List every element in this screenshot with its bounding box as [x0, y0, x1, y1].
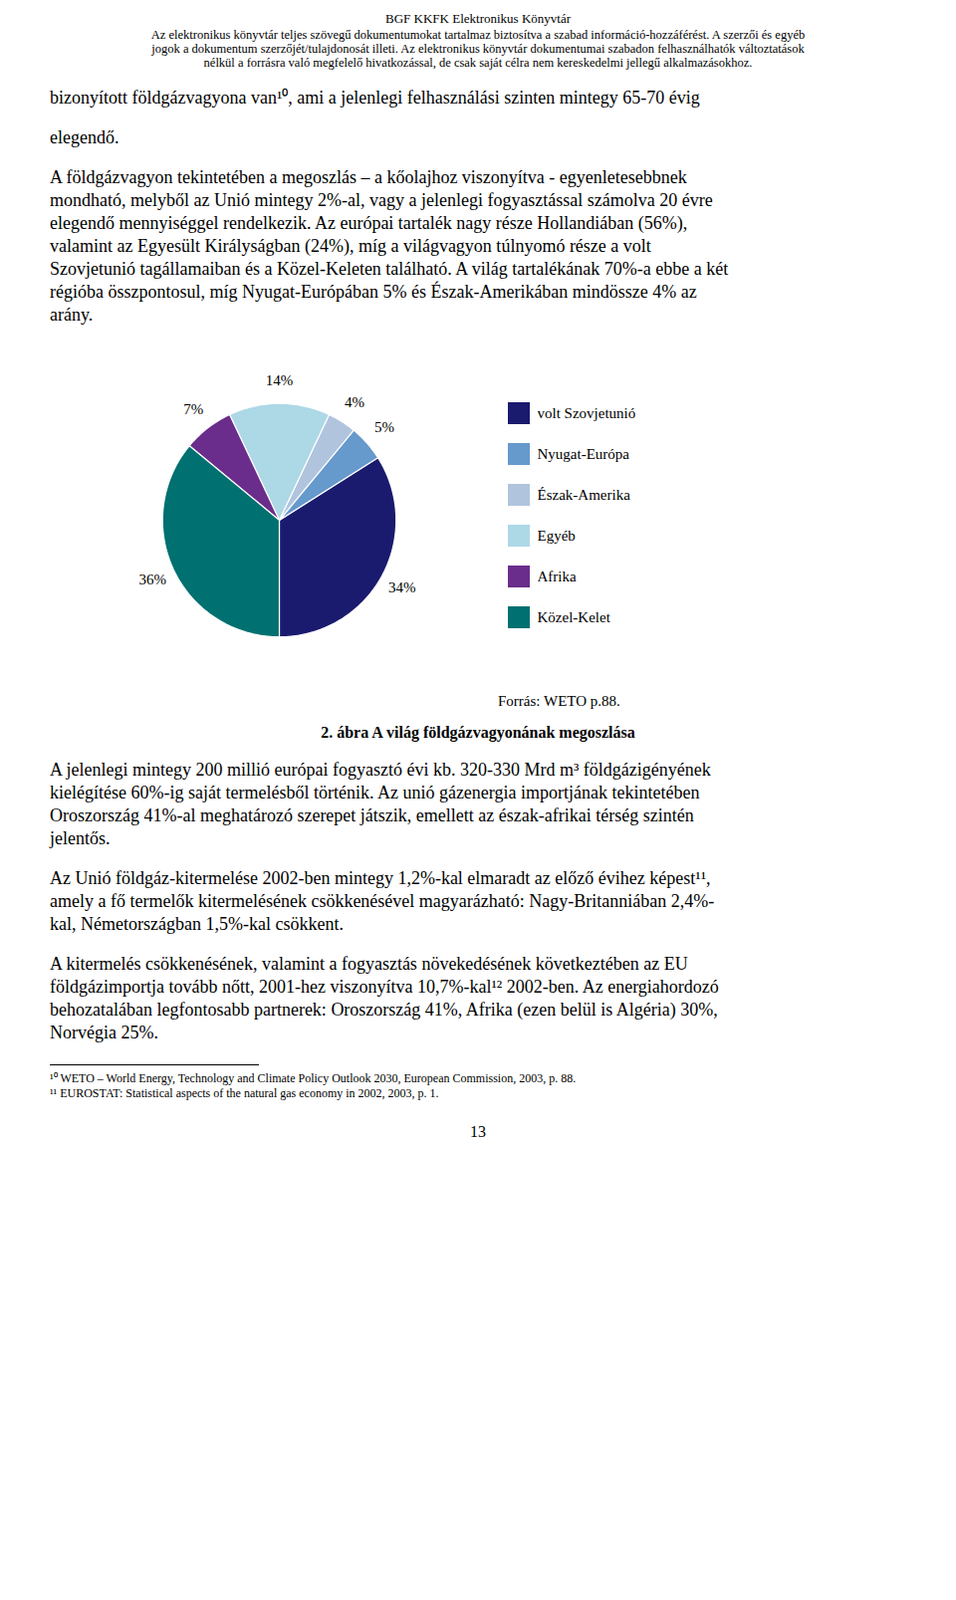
- html-text:Norvégia 25%.: Norvégia 25%.: [49, 1022, 159, 1043]
- html-text:jelentős.: jelentős.: [49, 828, 111, 849]
- html-text:Az elektronikus könyvtár telje: Az elektronikus könyvtár teljes szövegű …: [151, 27, 805, 42]
- html-text:nélkül a forrásra való megfele: nélkül a forrásra való megfelelő hivatko…: [203, 55, 753, 70]
- html-text:mondható, melyből az Unió mint: mondható, melyből az Unió mintegy 2%-al,…: [49, 190, 713, 211]
- html-text:Közel-Kelet: Közel-Kelet: [537, 609, 611, 626]
- html-text:elegendő mennyiséggel rendelke: elegendő mennyiséggel rendelkezik. Az eu…: [49, 213, 688, 234]
- html-text:BGF KKFK Elektronikus Könyvtár: BGF KKFK Elektronikus Könyvtár: [385, 10, 571, 26]
- html-text:Oroszország 41%-al meghatározó: Oroszország 41%-al meghatározó szerepet …: [49, 805, 694, 826]
- html-text:jogok a dokumentum szerzőjét/t: jogok a dokumentum szerzőjét/tulajdonosá…: [151, 41, 805, 56]
- html-text:Észak-Amerika: Észak-Amerika: [537, 487, 631, 504]
- html-text:volt Szovjetunió: volt Szovjetunió: [537, 405, 636, 422]
- svg-text:4%: 4%: [344, 394, 365, 411]
- svg-text:14%: 14%: [265, 372, 294, 389]
- html-text:A földgázvagyon tekintetében a: A földgázvagyon tekintetében a megoszlás…: [49, 167, 687, 188]
- html-text:¹¹ EUROSTAT: Statistical aspec: ¹¹ EUROSTAT: Statistical aspects of the …: [49, 1086, 439, 1101]
- html-text:Forrás: WETO p.88.: Forrás: WETO p.88.: [497, 693, 621, 710]
- html-text:Nyugat-Európa: Nyugat-Európa: [537, 446, 630, 463]
- svg-text:5%: 5%: [374, 419, 395, 436]
- html-text:A jelenlegi mintegy 200 millió: A jelenlegi mintegy 200 millió európai f…: [49, 759, 711, 780]
- html-text:régióba összpontosul, míg Nyug: régióba összpontosul, míg Nyugat-Európáb…: [49, 281, 697, 302]
- html-text:Egyéb: Egyéb: [537, 528, 576, 545]
- html-text:A kitermelés csökkenésének, va: A kitermelés csökkenésének, valamint a f…: [49, 954, 688, 974]
- html-text:Afrika: Afrika: [537, 568, 577, 585]
- html-text:behozatalában legfontosabb par: behozatalában legfontosabb partnerek: Or…: [49, 999, 718, 1020]
- html-text:Szovjetunió tagállamaiban és a: Szovjetunió tagállamaiban és a Közel-Kel…: [49, 258, 729, 279]
- html-text:arány.: arány.: [49, 304, 93, 325]
- html-text:valamint az Egyesült Királyság: valamint az Egyesült Királyságban (24%),…: [49, 236, 652, 256]
- html-text:¹⁰ WETO – World Energy, Techno: ¹⁰ WETO – World Energy, Technology and C…: [49, 1071, 576, 1086]
- html-text:kielégítése 60%-ig saját terme: kielégítése 60%-ig saját termelésből tör…: [49, 782, 700, 803]
- html-text:kal, Németországban 1,5%-kal c: kal, Németországban 1,5%-kal csökkent.: [49, 914, 344, 935]
- html-text:elegendő.: elegendő.: [49, 127, 120, 148]
- svg-text:36%: 36%: [138, 571, 167, 588]
- html-text:2. ábra A világ földgázvagyoná: 2. ábra A világ földgázvagyonának megosz…: [320, 723, 636, 741]
- svg-text:7%: 7%: [183, 401, 204, 418]
- html-text:bizonyított földgázvagyona van: bizonyított földgázvagyona van¹⁰, ami a …: [49, 87, 700, 108]
- html-text:13: 13: [470, 1123, 486, 1141]
- html-text:Az Unió földgáz-kitermelése 20: Az Unió földgáz-kitermelése 2002-ben min…: [49, 868, 711, 889]
- html-text:amely a fő termelők kitermelés: amely a fő termelők kitermelésének csökk…: [49, 891, 715, 912]
- svg-text:34%: 34%: [388, 579, 417, 596]
- html-text:földgázimportja tovább nőtt, 2: földgázimportja tovább nőtt, 2001-hez vi…: [49, 976, 719, 997]
